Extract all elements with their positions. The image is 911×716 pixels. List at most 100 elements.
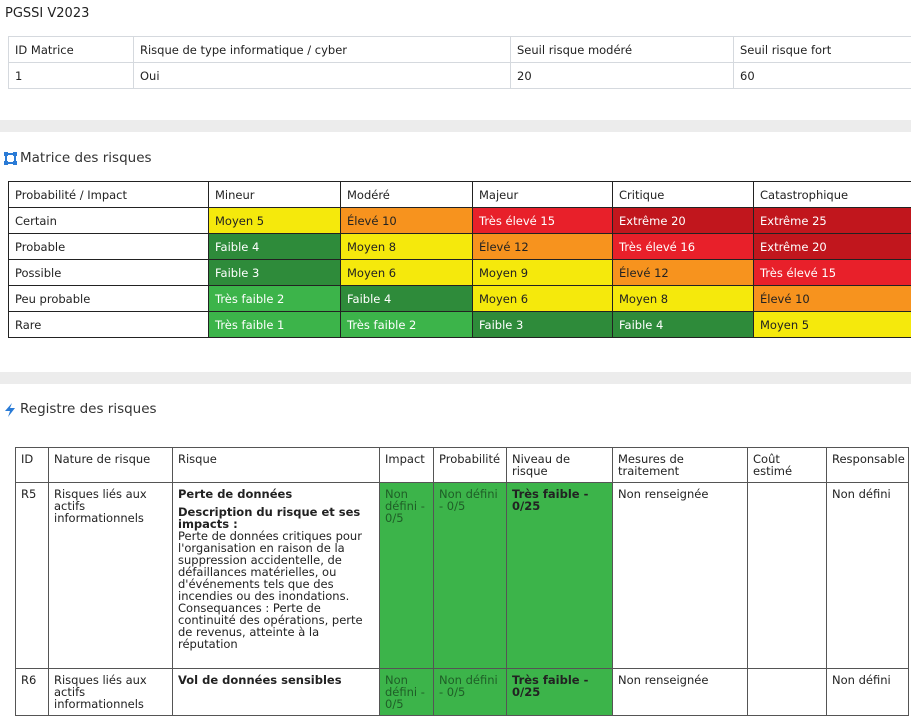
risk-cell: Élevé 10 bbox=[341, 208, 473, 234]
register-title: Registre des risques bbox=[20, 401, 157, 417]
impact-cell: Non défini - 0/5 bbox=[380, 669, 434, 716]
risk-name: Perte de données bbox=[178, 487, 292, 501]
measures-cell: Non renseignée bbox=[613, 483, 748, 669]
header-cell: Mineur bbox=[209, 182, 341, 208]
row-label: Possible bbox=[9, 260, 209, 286]
risk-cell: Très faible 2 bbox=[209, 286, 341, 312]
measures-cell: Non renseignée bbox=[613, 669, 748, 716]
risk-cell: Moyen 6 bbox=[473, 286, 613, 312]
risk-cell: Très élevé 15 bbox=[754, 260, 911, 286]
cost-cell bbox=[748, 483, 827, 669]
row-label: Rare bbox=[9, 312, 209, 338]
header-cell: Seuil risque modéré bbox=[511, 37, 734, 63]
risk-cell: Élevé 10 bbox=[754, 286, 911, 312]
risk-cell: Très faible 1 bbox=[209, 312, 341, 338]
level: Très faible - 0/25 bbox=[512, 487, 588, 513]
owner-cell: Non défini bbox=[827, 669, 909, 716]
header-cell: Mesures de traitement bbox=[613, 448, 748, 483]
risk-cell: Extrême 25 bbox=[754, 208, 911, 234]
cell: 60 bbox=[734, 63, 911, 89]
header-cell: Risque bbox=[173, 448, 380, 483]
header-cell: Probabilité bbox=[434, 448, 507, 483]
risk-cell: Très élevé 16 bbox=[613, 234, 754, 260]
risk-cell: Faible 4 bbox=[341, 286, 473, 312]
header-cell: ID Matrice bbox=[9, 37, 134, 63]
page-title: PGSSI V2023 bbox=[5, 6, 89, 21]
id-cell: R5 bbox=[16, 483, 49, 669]
header-cell: Impact bbox=[380, 448, 434, 483]
row-label: Certain bbox=[9, 208, 209, 234]
header-cell: Probabilité / Impact bbox=[9, 182, 209, 208]
row-label: Peu probable bbox=[9, 286, 209, 312]
impact-cell: Non défini - 0/5 bbox=[380, 483, 434, 669]
risk-cell: Élevé 12 bbox=[473, 234, 613, 260]
probability-cell: Non défini - 0/5 bbox=[434, 669, 507, 716]
header-cell: Majeur bbox=[473, 182, 613, 208]
desc-label-wrap: Description du risque et ses impacts : bbox=[178, 506, 374, 530]
risk-cell: Faible 3 bbox=[209, 260, 341, 286]
risk-cell: Très élevé 15 bbox=[473, 208, 613, 234]
probability-cell: Non défini - 0/5 bbox=[434, 483, 507, 669]
description: Perte de données critiques pour l'organi… bbox=[178, 530, 374, 602]
header-cell: ID bbox=[16, 448, 49, 483]
level-cell: Très faible - 0/25 bbox=[507, 669, 613, 716]
register-icon bbox=[4, 403, 16, 417]
risk-cell: Extrême 20 bbox=[613, 208, 754, 234]
risk-cell: Faible 4 bbox=[613, 312, 754, 338]
risk-cell: Élevé 12 bbox=[613, 260, 754, 286]
risk-cell: Faible 4 bbox=[209, 234, 341, 260]
risk-cell: Perte de données Description du risque et… bbox=[173, 483, 380, 669]
risk-name-wrap: Vol de données sensibles bbox=[178, 674, 374, 686]
risk-cell: Moyen 9 bbox=[473, 260, 613, 286]
risk-cell: Faible 3 bbox=[473, 312, 613, 338]
risk-cell: Moyen 6 bbox=[341, 260, 473, 286]
owner-cell: Non défini bbox=[827, 483, 909, 669]
nature-cell: Risques liés aux actifs informationnels bbox=[49, 483, 173, 669]
cost-cell bbox=[748, 669, 827, 716]
risk-cell: Moyen 5 bbox=[754, 312, 911, 338]
header-cell: Catastrophique bbox=[754, 182, 911, 208]
header-cell: Responsable bbox=[827, 448, 909, 483]
header-cell: Modéré bbox=[341, 182, 473, 208]
cell: 1 bbox=[9, 63, 134, 89]
header-cell: Seuil risque fort bbox=[734, 37, 911, 63]
risk-cell: Extrême 20 bbox=[754, 234, 911, 260]
risk-cell: Très faible 2 bbox=[341, 312, 473, 338]
id-cell: R6 bbox=[16, 669, 49, 716]
header-cell: Coût estimé bbox=[748, 448, 827, 483]
header-cell: Critique bbox=[613, 182, 754, 208]
level-cell: Très faible - 0/25 bbox=[507, 483, 613, 669]
risk-cell: Moyen 8 bbox=[613, 286, 754, 312]
risk-name-wrap: Perte de données bbox=[178, 488, 374, 500]
risk-cell: Moyen 8 bbox=[341, 234, 473, 260]
risk-cell: Moyen 5 bbox=[209, 208, 341, 234]
risk-cell: Vol de données sensibles bbox=[173, 669, 380, 716]
row-label: Probable bbox=[9, 234, 209, 260]
level: Très faible - 0/25 bbox=[512, 673, 588, 699]
nature-cell: Risques liés aux actifs informationnels bbox=[49, 669, 173, 716]
header-cell: Risque de type informatique / cyber bbox=[134, 37, 511, 63]
consequences: Consequances : Perte de continuité des o… bbox=[178, 602, 374, 650]
cell: 20 bbox=[511, 63, 734, 89]
description-label: Description du risque et ses impacts : bbox=[178, 505, 360, 531]
matrix-icon bbox=[4, 152, 17, 165]
header-cell: Niveau de risque bbox=[507, 448, 613, 483]
separator bbox=[0, 372, 911, 384]
cell: Oui bbox=[134, 63, 511, 89]
separator bbox=[0, 120, 911, 132]
